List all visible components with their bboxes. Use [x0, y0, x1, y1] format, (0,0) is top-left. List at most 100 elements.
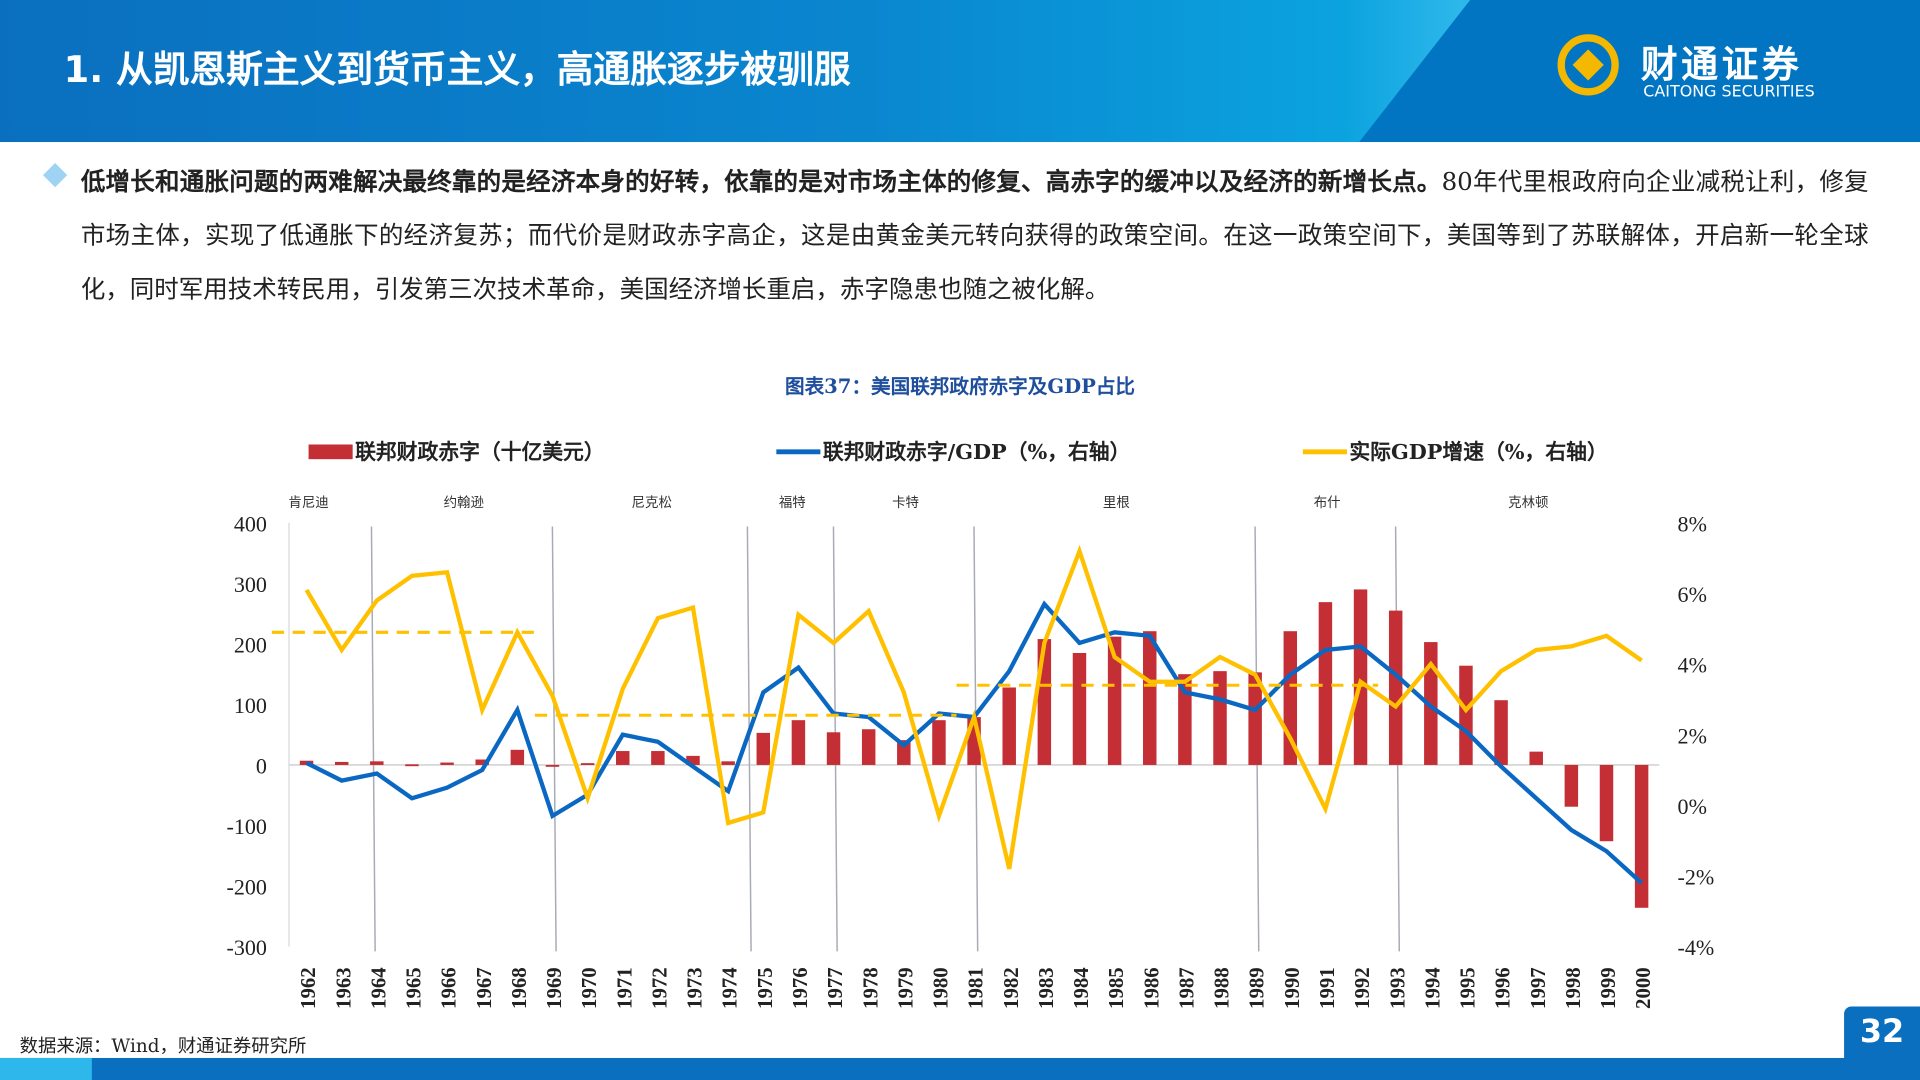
x-tick-label: 1965 — [402, 967, 426, 1009]
president-divider — [746, 526, 752, 952]
legend-swatch-bar — [308, 444, 353, 460]
page-title: 1. 从凯恩斯主义到货币主义，高通胀逐步被驯服 — [63, 48, 851, 92]
deficit-bar — [1424, 642, 1438, 765]
deficit-bar — [1564, 764, 1579, 807]
logo-text-en: CAITONG SECURITIES — [1643, 83, 1815, 102]
left-tick-label: 200 — [234, 632, 267, 657]
deficit-bar — [651, 751, 665, 765]
body-paragraph: 低增长和通胀问题的两难解决最终靠的是经济本身的好转，依靠的是对市场主体的修复、高… — [81, 154, 1869, 316]
president-label: 布什 — [1314, 495, 1341, 511]
deficit-bar — [1248, 672, 1262, 765]
x-tick-label: 1988 — [1210, 967, 1234, 1009]
left-tick-label: 100 — [234, 693, 267, 718]
x-tick-label: 1968 — [507, 967, 531, 1009]
body-bold: 低增长和通胀问题的两难解决最终靠的是经济本身的好转，依靠的是对市场主体的修复、高… — [80, 166, 1442, 196]
x-tick-label: 1980 — [929, 967, 953, 1009]
president-label: 里根 — [1103, 495, 1130, 511]
right-tick-label: 4% — [1678, 653, 1707, 678]
right-tick-label: 8% — [1678, 511, 1707, 536]
deficit-bar — [1002, 687, 1016, 765]
deficit-bar — [1634, 764, 1649, 908]
deficit-bar — [440, 762, 454, 765]
x-tick-label: 1981 — [964, 967, 988, 1009]
x-tick-label: 1979 — [893, 967, 917, 1009]
deficit-bar — [1459, 665, 1473, 765]
right-tick-label: -4% — [1678, 935, 1715, 960]
x-tick-label: 1994 — [1420, 967, 1444, 1009]
deficit-bar — [1107, 636, 1122, 765]
deficit-bar — [334, 761, 349, 765]
legend-label: 联邦财政赤字（十亿美元） — [355, 439, 605, 464]
deficit-bar — [1529, 751, 1543, 765]
deficit-bar — [1072, 652, 1087, 765]
x-tick-label: 1992 — [1350, 967, 1374, 1009]
x-tick-label: 2000 — [1631, 967, 1655, 1009]
president-label: 福特 — [779, 495, 806, 511]
deficit-bar — [791, 720, 806, 765]
x-tick-label: 1971 — [612, 967, 636, 1009]
deficit-bar — [1494, 700, 1508, 765]
deficit-bar — [299, 760, 314, 765]
right-tick-label: 6% — [1678, 582, 1707, 607]
deficit-bar — [405, 764, 419, 767]
source-note: 数据来源：Wind，财通证券研究所 — [19, 1034, 307, 1057]
footer-bar — [0, 1057, 1920, 1080]
x-tick-label: 1993 — [1385, 967, 1409, 1009]
deficit-bar — [1318, 602, 1333, 765]
president-label: 克林顿 — [1508, 495, 1548, 511]
president-label: 肯尼迪 — [288, 495, 328, 511]
x-tick-label: 1977 — [823, 967, 847, 1009]
x-tick-label: 1995 — [1456, 967, 1480, 1009]
legend-label: 联邦财政赤字/GDP（%，右轴） — [823, 439, 1131, 464]
brand-logo: 财通证券 CAITONG SECURITIES — [1555, 32, 1873, 110]
president-label: 卡特 — [892, 495, 919, 511]
x-tick-label: 1978 — [858, 967, 882, 1009]
deficit-bar — [1213, 671, 1227, 765]
x-tick-label: 1998 — [1561, 967, 1585, 1009]
x-tick-label: 1976 — [788, 967, 812, 1009]
x-tick-label: 1987 — [1174, 967, 1198, 1009]
deficit-bar — [756, 732, 771, 765]
deficit-bar — [686, 755, 700, 765]
left-tick-label: 300 — [234, 572, 267, 597]
logo-ring-icon — [1557, 34, 1619, 96]
x-tick-label: 1964 — [366, 967, 390, 1009]
deficit-bar — [370, 761, 384, 765]
x-tick-label: 1975 — [753, 967, 777, 1009]
left-tick-label: -200 — [227, 875, 267, 900]
left-tick-label: -300 — [227, 935, 267, 960]
deficit-bar — [932, 720, 946, 765]
header-bar: 1. 从凯恩斯主义到货币主义，高通胀逐步被驯服 财通证券 CAITONG SEC… — [0, 0, 1920, 143]
x-tick-label: 1996 — [1491, 967, 1515, 1009]
president-divider — [370, 526, 376, 952]
x-tick-label: 1969 — [542, 967, 566, 1009]
deficit-bar — [510, 749, 525, 765]
gdp-growth-line — [304, 544, 1643, 870]
legend-label: 实际GDP增速（%，右轴） — [1349, 439, 1607, 464]
deficit-bar — [1178, 674, 1192, 765]
x-tick-label: 1997 — [1526, 967, 1550, 1009]
x-tick-label: 1963 — [331, 967, 355, 1009]
x-tick-label: 1970 — [577, 967, 601, 1009]
deficit-bar — [1599, 764, 1614, 842]
deficit-bar — [1353, 589, 1368, 765]
deficit-bar — [1388, 610, 1403, 765]
deficit-bar — [861, 729, 876, 765]
x-tick-label: 1967 — [472, 967, 496, 1009]
x-tick-label: 1962 — [296, 967, 320, 1009]
right-tick-label: 2% — [1678, 723, 1707, 748]
page-number: 32 — [1844, 1006, 1920, 1080]
x-tick-label: 1983 — [1034, 967, 1058, 1009]
deficit-bar — [580, 763, 595, 765]
deficit-bar — [826, 732, 841, 765]
x-tick-label: 1984 — [1069, 967, 1093, 1009]
deficit-bar — [1037, 639, 1052, 765]
x-tick-label: 1982 — [999, 967, 1023, 1009]
deficit-bar — [616, 751, 630, 765]
president-label: 尼克松 — [632, 495, 672, 511]
left-tick-label: -100 — [227, 814, 267, 839]
deficit-bar — [545, 764, 560, 767]
x-tick-label: 1986 — [1139, 967, 1163, 1009]
x-tick-label: 1985 — [1104, 967, 1128, 1009]
